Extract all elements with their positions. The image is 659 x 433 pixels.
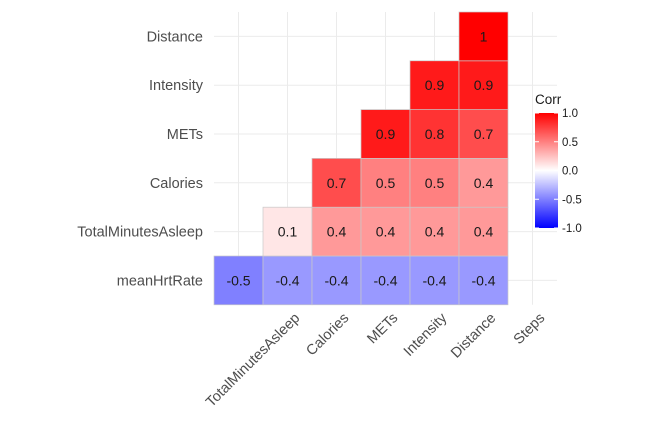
heatmap-cell <box>458 60 509 110</box>
cell-value-label: -0.4 <box>373 272 397 288</box>
heatmap-cell <box>360 158 411 208</box>
cell-value-label: 1 <box>480 28 488 44</box>
y-tick-label: METs <box>167 127 203 143</box>
y-tick-label: Intensity <box>149 78 204 94</box>
cell-value-label: 0.7 <box>474 126 494 142</box>
x-tick-label: Intensity <box>401 310 451 360</box>
cell-value-label: 0.4 <box>474 175 494 191</box>
heatmap-cell <box>458 109 509 159</box>
x-tick-label: Steps <box>511 310 549 348</box>
heatmap-cell <box>311 255 362 306</box>
x-tick-label: Calories <box>303 310 352 359</box>
cell-value-label: -0.4 <box>324 272 348 288</box>
legend-tick-label: -1.0 <box>562 223 582 235</box>
cell-value-label: 0.7 <box>327 175 347 191</box>
cell-value-label: 0.5 <box>376 175 396 191</box>
x-axis-tick-labels: TotalMinutesAsleep Calories METs IntensityD… <box>203 310 548 411</box>
cell-value-label: -0.4 <box>275 272 299 288</box>
y-tick-label: Calories <box>150 176 203 192</box>
cell-value-label: 0.4 <box>425 224 445 240</box>
x-tick-label: Distance <box>448 310 499 361</box>
cell-value-label: 0.9 <box>425 77 445 93</box>
y-tick-label: meanHrtRate <box>117 273 203 289</box>
cell-value-label: 0.9 <box>376 126 396 142</box>
heatmap-cell <box>409 206 460 257</box>
legend: Corr 1.0 0.5 0.0 -0.5 -1.0 <box>535 92 582 235</box>
cell-value-label: 0.5 <box>425 175 445 191</box>
cell-value-label: 0.8 <box>425 126 445 142</box>
cell-value-label: -0.5 <box>226 272 250 288</box>
heatmap-cell <box>409 158 460 208</box>
legend-colorbar <box>535 113 558 228</box>
heatmap-cells <box>213 11 509 306</box>
legend-tick-label: -0.5 <box>562 194 582 206</box>
heatmap-cell <box>262 255 313 306</box>
heatmap-cell <box>409 109 460 159</box>
cell-value-label: 0.4 <box>376 224 396 240</box>
heatmap-cell <box>409 255 460 306</box>
y-tick-label: TotalMinutesAsleep <box>77 225 203 241</box>
heatmap-cell <box>458 158 509 208</box>
x-tick-label: METs <box>364 310 401 347</box>
y-tick-label: Distance <box>147 29 203 45</box>
cell-value-label: 0.4 <box>474 224 494 240</box>
heatmap-cell <box>360 255 411 306</box>
heatmap-cell <box>262 206 313 257</box>
legend-tick-label: 0.5 <box>562 137 578 149</box>
heatmap-cell <box>458 11 509 62</box>
cell-value-label: 0.1 <box>278 224 298 240</box>
cell-value-label: 0.9 <box>474 77 494 93</box>
cell-value-label: -0.4 <box>422 272 446 288</box>
cell-value-labels: -0.5 -0.4 -0.4 -0.4 -0.4 -0.4 0.1 0.4 0.4 0.4 0.4 0… <box>226 28 495 288</box>
heatmap-cell <box>213 255 264 306</box>
cell-value-label: -0.4 <box>471 272 495 288</box>
heatmap-cell <box>360 206 411 257</box>
heatmap-cell <box>409 60 460 110</box>
heatmap-cell <box>458 255 509 306</box>
cell-value-label: 0.4 <box>327 224 347 240</box>
x-tick-label: TotalMinutesAsleep <box>203 310 303 410</box>
heatmap-cell <box>360 109 411 159</box>
y-axis-tick-labels: meanHrtRate TotalMinutesAsleep Calories MET… <box>77 29 203 289</box>
legend-tick-label: 1.0 <box>562 108 578 120</box>
legend-title: Corr <box>535 92 562 107</box>
legend-tick-label: 0.0 <box>562 166 578 178</box>
